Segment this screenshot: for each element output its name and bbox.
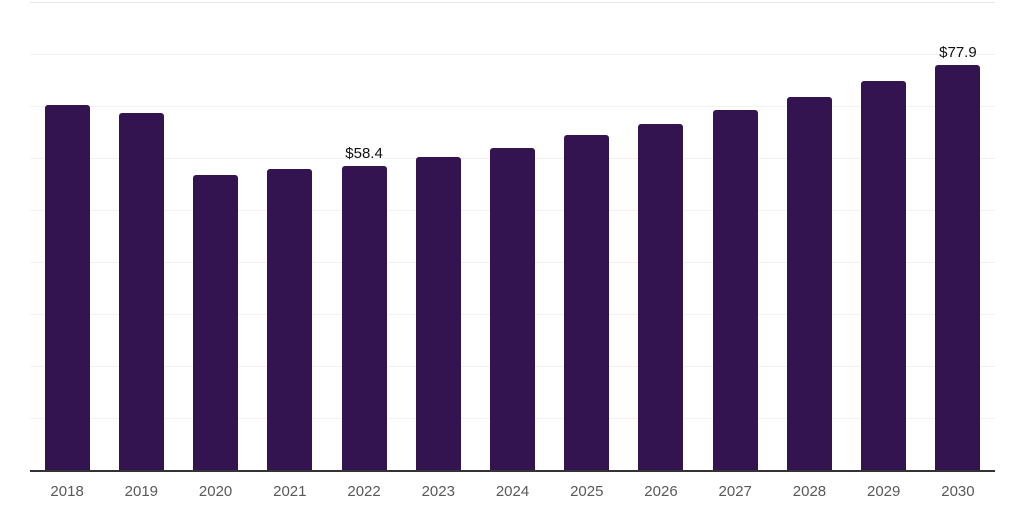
gridline [30,106,995,107]
bar-band [253,2,327,470]
bar-band [847,2,921,470]
bar-2028 [786,97,832,470]
x-tick-label-2024: 2024 [495,483,530,500]
x-tick-label-2019: 2019 [124,483,159,500]
x-tick-label-2029: 2029 [867,483,901,500]
x-tick-label-2020: 2020 [198,483,233,500]
bar-2022: $58.4 [341,146,387,470]
gridline [30,2,995,3]
bar-2021 [267,169,313,470]
bar-band [698,2,772,470]
x-tick-label-2027: 2027 [718,483,752,500]
x-axis-line [30,470,995,472]
bar-value-label: $77.9 [939,43,977,61]
bar-band: $58.4 [327,2,401,470]
bar-2018 [44,105,90,470]
bar-2029 [861,80,907,470]
plot-area: $58.4 $77.9 [30,2,995,470]
x-tick-label-2018: 2018 [50,483,84,500]
x-tick-label-2028: 2028 [792,483,827,500]
bar-2023 [415,157,461,470]
bar-2025 [564,135,610,470]
x-tick-label-2030: 2030 [941,483,975,500]
x-axis: 2018 2019 2020 2021 2022 2023 2024 2025 2026 2027… [30,484,995,499]
bar-band [178,2,252,470]
bar-band [401,2,475,470]
bar-band: $77.9 [921,2,995,470]
bar-band [624,2,698,470]
bar-2019 [118,112,164,470]
bar-band [30,2,104,470]
x-tick-label-2021: 2021 [273,483,307,500]
bar-2020 [193,175,239,470]
bar-band [475,2,549,470]
x-tick-label-2025: 2025 [570,483,604,500]
bar-2030: $77.9 [935,45,981,470]
bar-band [104,2,178,470]
bar-2026 [638,124,684,470]
bar-2027 [712,110,758,470]
bar-value-label: $58.4 [345,145,383,163]
x-tick-label-2022: 2022 [347,483,381,500]
bar-band [772,2,846,470]
bar-2024 [490,147,536,470]
x-tick-label-2026: 2026 [644,483,678,500]
bars-container: $58.4 $77.9 [30,2,995,470]
x-tick-label-2023: 2023 [421,483,455,500]
gridline [30,54,995,56]
bar-band [550,2,624,470]
